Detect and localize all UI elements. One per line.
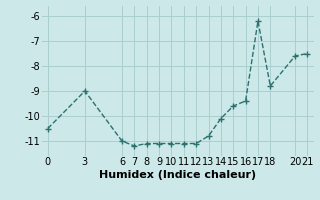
X-axis label: Humidex (Indice chaleur): Humidex (Indice chaleur) bbox=[99, 170, 256, 180]
